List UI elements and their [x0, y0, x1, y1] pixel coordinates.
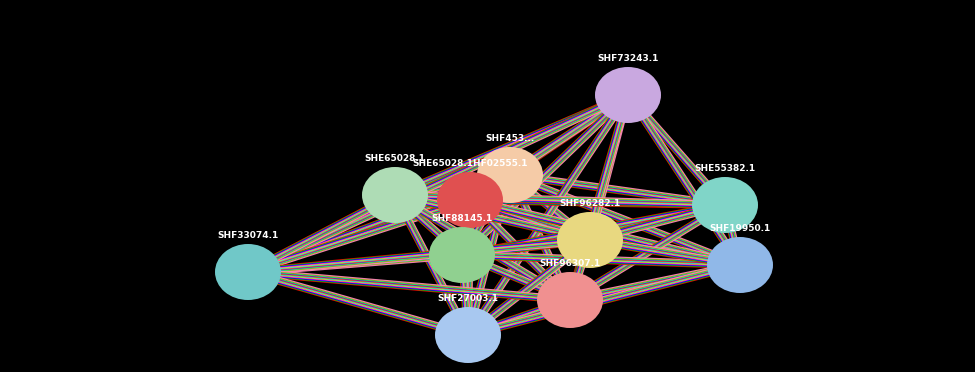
Ellipse shape [537, 272, 603, 328]
Text: SHF33074.1: SHF33074.1 [217, 231, 279, 240]
Text: SHE65028.1HF02555.1: SHE65028.1HF02555.1 [412, 159, 527, 168]
Ellipse shape [429, 227, 495, 283]
Text: SHF73243.1: SHF73243.1 [598, 54, 659, 63]
Ellipse shape [707, 237, 773, 293]
Text: SHF88145.1: SHF88145.1 [431, 214, 492, 223]
Ellipse shape [215, 244, 281, 300]
Ellipse shape [595, 67, 661, 123]
Ellipse shape [437, 172, 503, 228]
Text: SHF96282.1: SHF96282.1 [560, 199, 621, 208]
Ellipse shape [435, 307, 501, 363]
Ellipse shape [557, 212, 623, 268]
Ellipse shape [477, 147, 543, 203]
Text: SHF27003.1: SHF27003.1 [438, 294, 498, 303]
Ellipse shape [692, 177, 758, 233]
Ellipse shape [362, 167, 428, 223]
Text: SHF453...: SHF453... [486, 134, 534, 143]
Text: SHE55382.1: SHE55382.1 [694, 164, 756, 173]
Text: SHF19950.1: SHF19950.1 [710, 224, 770, 233]
Text: SHE65028.1: SHE65028.1 [365, 154, 425, 163]
Text: SHF96307.1: SHF96307.1 [539, 259, 601, 268]
